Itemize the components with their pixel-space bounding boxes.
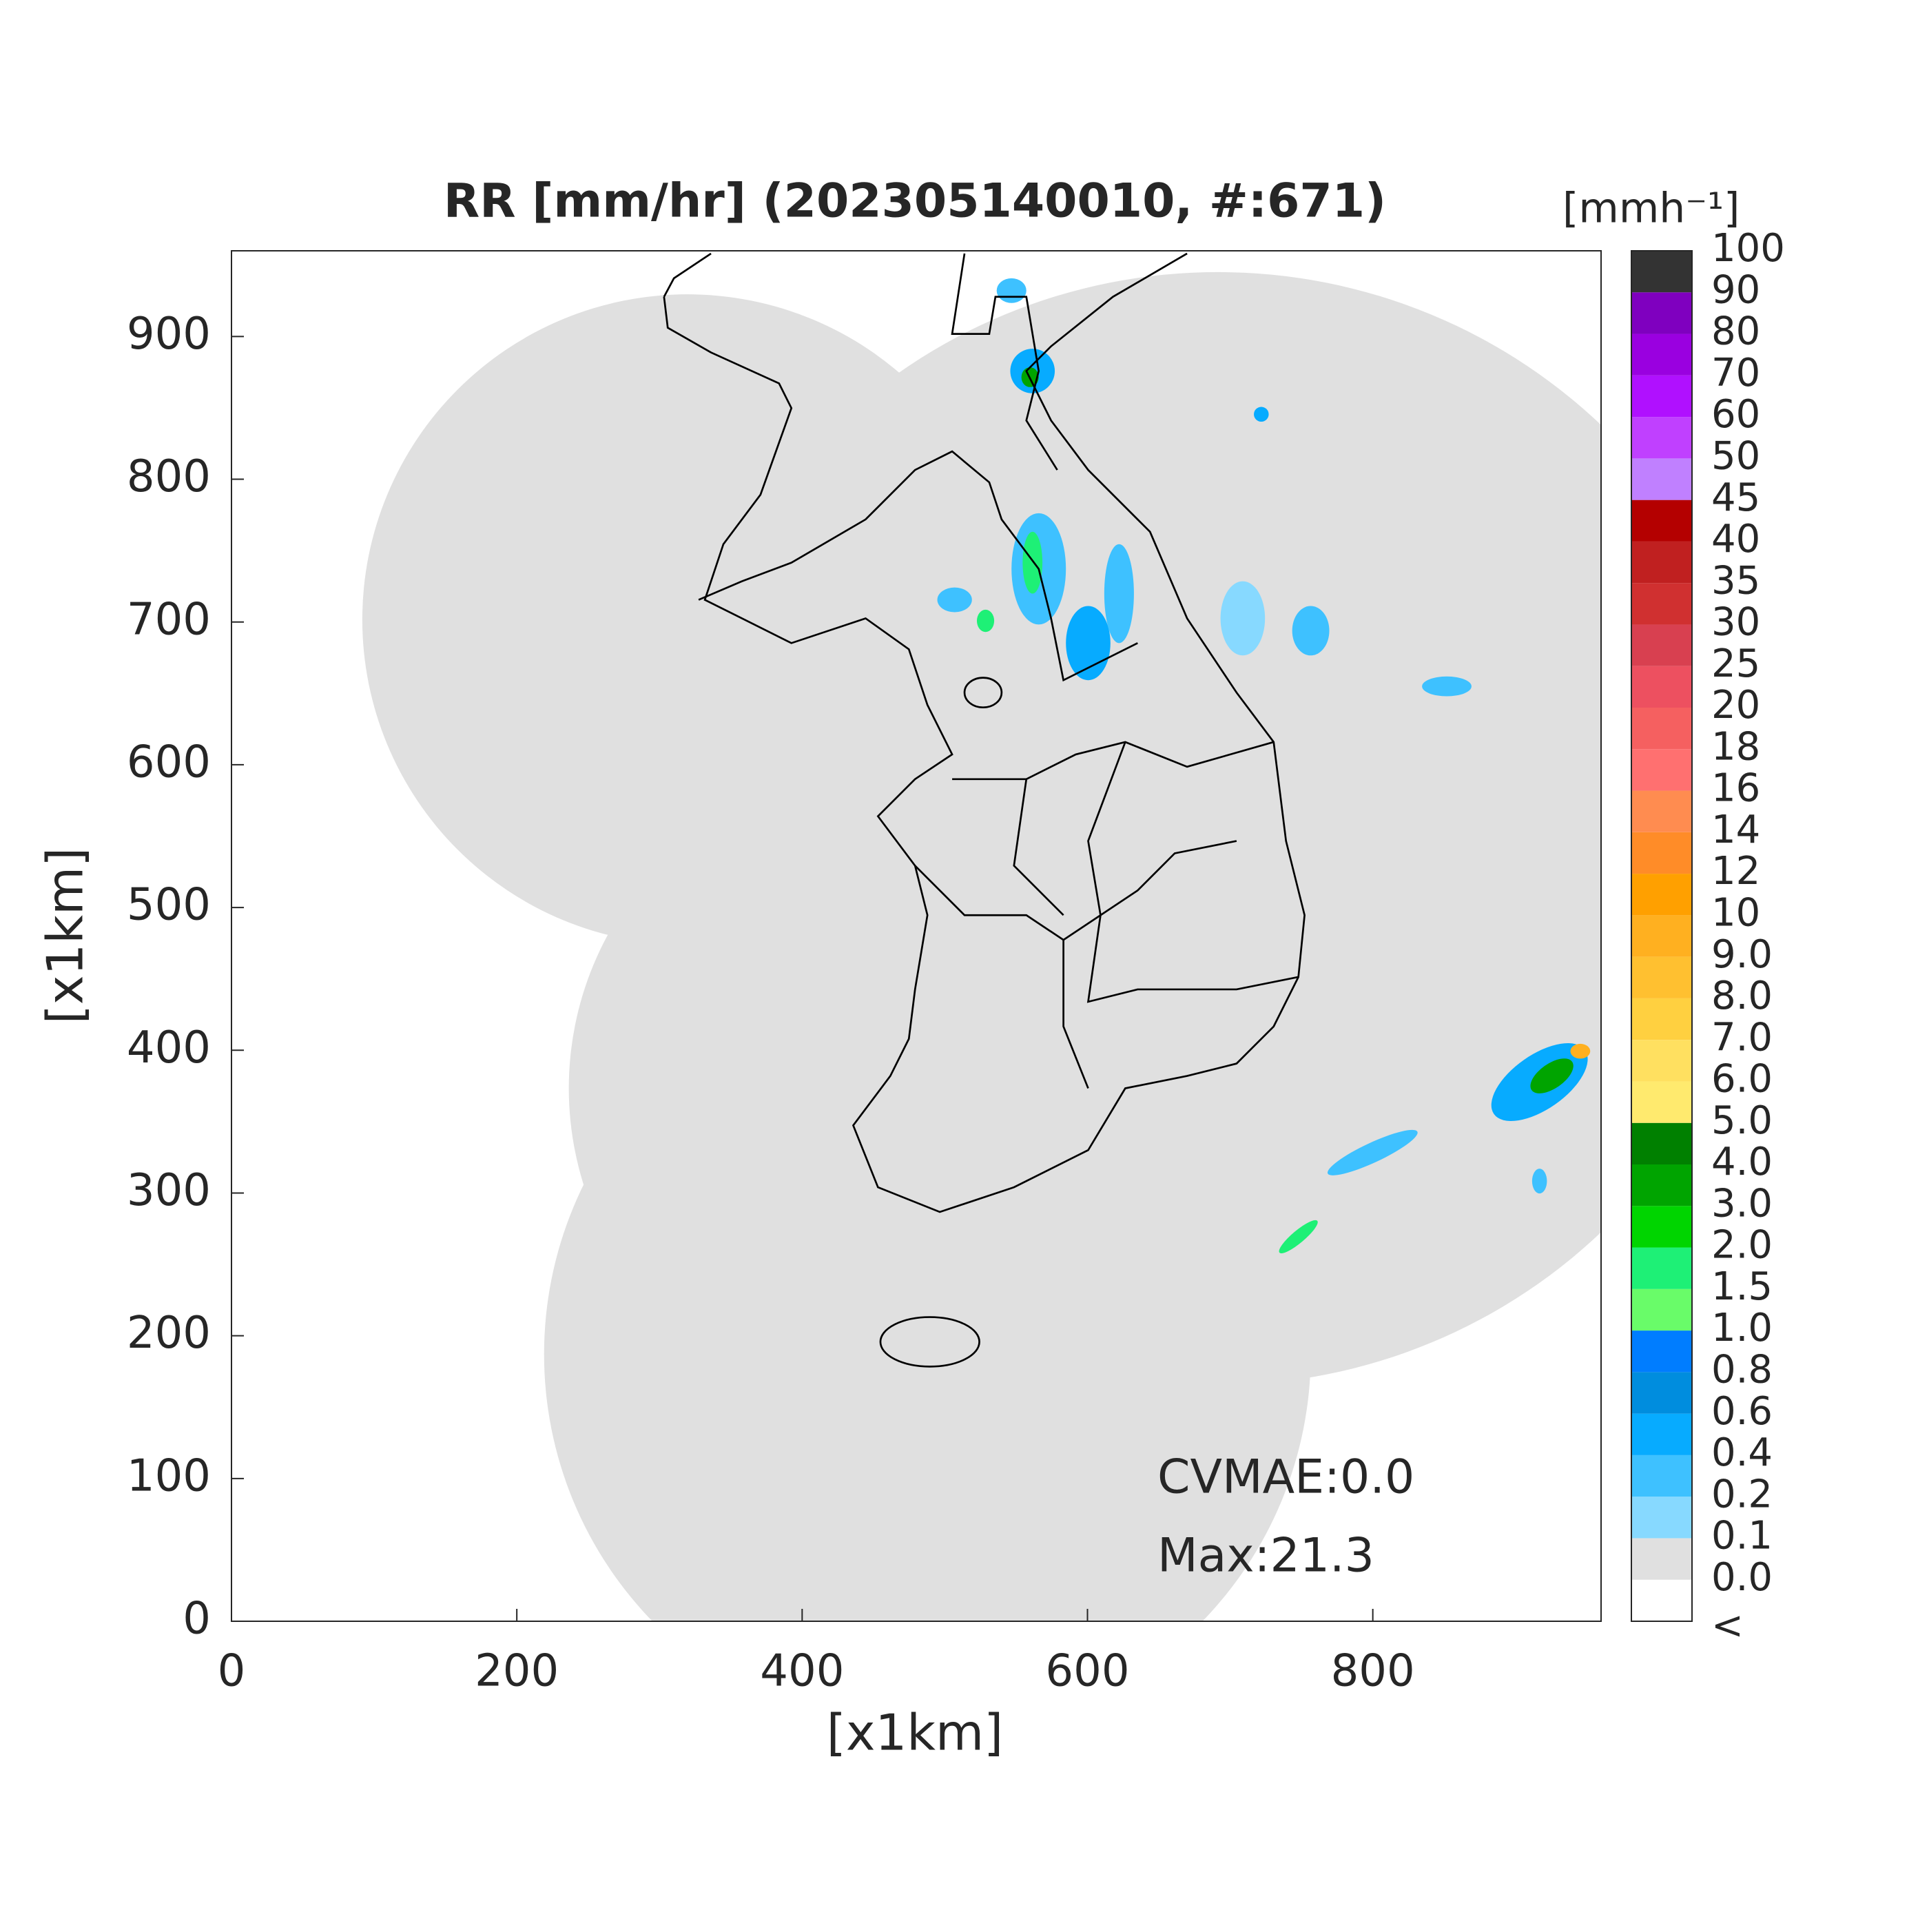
colorbar-segment (1631, 832, 1692, 874)
colorbar-frame (1631, 250, 1693, 1622)
y-tick-label: 100 (127, 1450, 211, 1501)
colorbar-segment (1631, 500, 1692, 542)
colorbar-label: 5.0 (1711, 1098, 1773, 1143)
radar-coverage (362, 272, 1601, 1621)
colorbar-label: 0.1 (1711, 1514, 1773, 1559)
colorbar-segment (1631, 624, 1692, 666)
y-tick-label: 400 (127, 1022, 211, 1073)
colorbar-segment (1631, 998, 1692, 1040)
colorbar-segment (1631, 333, 1692, 376)
colorbar-label: 18 (1711, 724, 1760, 769)
colorbar-label: 80 (1711, 309, 1760, 354)
y-tick-label: 900 (127, 309, 211, 360)
colorbar-label: 7.0 (1711, 1015, 1773, 1060)
colorbar-segment (1631, 1497, 1692, 1539)
colorbar-title: [mmh⁻¹] (1562, 185, 1740, 233)
map-layer (362, 252, 1601, 1621)
colorbar-label: 6.0 (1711, 1057, 1773, 1102)
colorbar-label: 14 (1711, 808, 1760, 852)
colorbar-label: 3.0 (1711, 1181, 1773, 1226)
colorbar-segment (1631, 1372, 1692, 1414)
map (362, 252, 1601, 1621)
colorbar-segment (1631, 1288, 1692, 1331)
colorbar-label: 20 (1711, 683, 1760, 728)
annotation: CVMAE:0.0 (1157, 1450, 1414, 1505)
colorbar-label: 45 (1711, 475, 1760, 520)
colorbar-segment (1631, 458, 1692, 500)
colorbar-segment (1631, 1455, 1692, 1497)
colorbar-segment (1631, 541, 1692, 584)
colorbar-segment (1631, 1538, 1692, 1580)
colorbar-segment (1631, 1040, 1692, 1082)
colorbar-label: 90 (1711, 267, 1760, 312)
colorbar-segment (1631, 1579, 1692, 1621)
colorbar-label: 1.0 (1711, 1306, 1773, 1350)
colorbar-segment (1631, 708, 1692, 750)
title: RR [mm/hr] (202305140010, #:671) (444, 174, 1386, 229)
colorbar-label: 60 (1711, 392, 1760, 437)
colorbar-segment (1631, 583, 1692, 625)
colorbar-segment (1631, 1164, 1692, 1206)
colorbar-segment (1631, 1247, 1692, 1289)
plot-frame (231, 250, 1602, 1622)
y-tick-label: 300 (127, 1165, 211, 1216)
colorbar-segment (1631, 1206, 1692, 1248)
annotation: Max:21.3 (1157, 1529, 1374, 1583)
colorbar-segment (1631, 1081, 1692, 1123)
y-tick-label: 800 (127, 451, 211, 502)
coastlines (663, 252, 1306, 1368)
y-tick-label: 0 (183, 1594, 211, 1645)
y-axis-label: [x1km] (37, 847, 94, 1024)
x-tick-label: 0 (218, 1646, 246, 1697)
x-tick-label: 200 (475, 1646, 559, 1697)
colorbar-label: 50 (1711, 434, 1760, 479)
colorbar-segment (1631, 956, 1692, 998)
colorbar-segment (1631, 666, 1692, 708)
y-tick-label: 200 (127, 1308, 211, 1359)
colorbar-label: 30 (1711, 600, 1760, 645)
colorbar-label: 100 (1711, 226, 1785, 271)
colorbar-label: < (1711, 1603, 1744, 1648)
colorbar-segment (1631, 375, 1692, 418)
colorbar-label: 8.0 (1711, 974, 1773, 1018)
colorbar-label: 0.8 (1711, 1348, 1773, 1393)
colorbar-label: 12 (1711, 849, 1760, 894)
colorbar-label: 2.0 (1711, 1223, 1773, 1268)
colorbar-segment (1631, 790, 1692, 832)
colorbar-segment (1631, 874, 1692, 916)
colorbar-label: 35 (1711, 558, 1760, 603)
colorbar-segment (1631, 749, 1692, 791)
colorbar-segment (1631, 1330, 1692, 1373)
colorbar-label: 40 (1711, 517, 1760, 562)
y-tick-label: 700 (127, 594, 211, 645)
colorbar-segment (1631, 1122, 1692, 1164)
colorbar-label: 0.0 (1711, 1555, 1773, 1600)
x-axis-label: [x1km] (827, 1704, 1003, 1762)
colorbar-segment (1631, 251, 1692, 293)
colorbar-label: 16 (1711, 766, 1760, 811)
colorbar-segment (1631, 1413, 1692, 1455)
x-tick-label: 800 (1331, 1646, 1415, 1697)
x-tick-label: 600 (1045, 1646, 1129, 1697)
colorbar-label: 0.6 (1711, 1389, 1773, 1434)
colorbar-label: 4.0 (1711, 1140, 1773, 1184)
colorbar-segment (1631, 292, 1692, 334)
colorbar-label: 25 (1711, 641, 1760, 686)
colorbar-segment (1631, 417, 1692, 459)
y-tick-label: 600 (127, 737, 211, 788)
colorbar-label: 70 (1711, 351, 1760, 395)
colorbar-label: 0.4 (1711, 1430, 1773, 1475)
x-tick-label: 400 (760, 1646, 844, 1697)
colorbar-label: 1.5 (1711, 1264, 1773, 1309)
y-tick-label: 500 (127, 880, 211, 931)
colorbar-label: 0.2 (1711, 1472, 1773, 1517)
colorbar-label: 9.0 (1711, 932, 1773, 977)
colorbar-segment (1631, 915, 1692, 957)
colorbar-label: 10 (1711, 891, 1760, 936)
